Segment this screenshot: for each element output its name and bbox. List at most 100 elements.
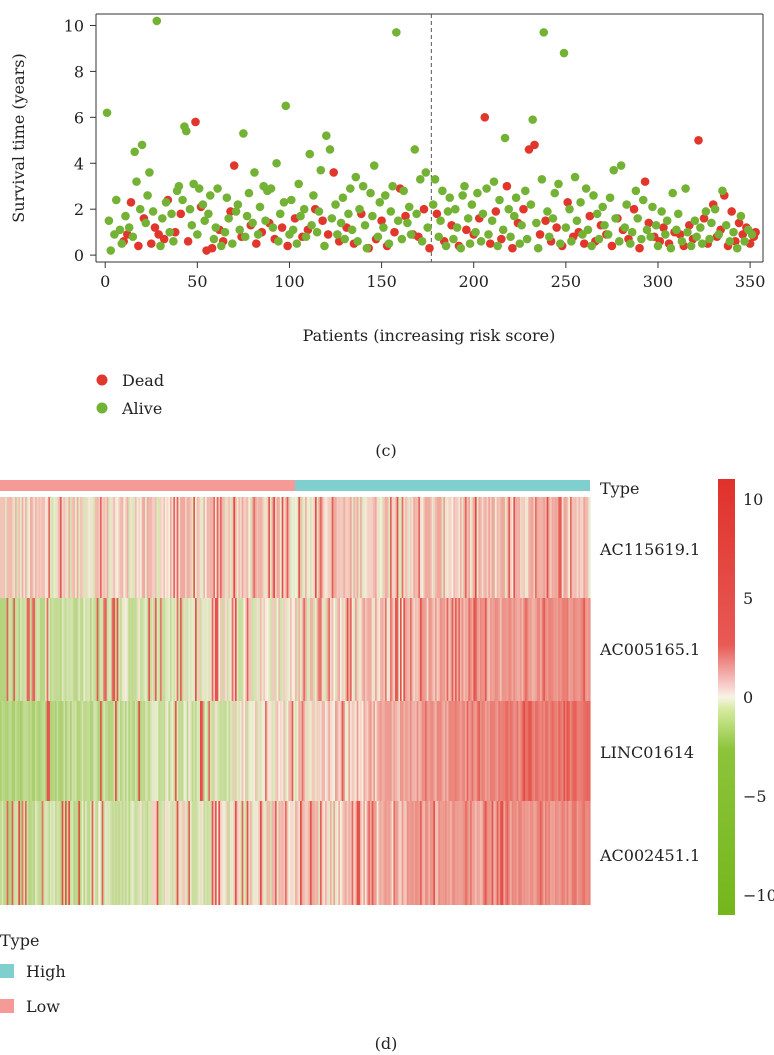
heatmap-cell <box>50 598 53 701</box>
heatmap-cell <box>75 801 78 905</box>
point-dead <box>644 218 654 228</box>
heatmap-cell <box>500 801 503 905</box>
heatmap-cell <box>240 497 243 598</box>
heatmap-cell <box>538 497 541 598</box>
point-alive <box>533 243 543 253</box>
point-alive <box>240 232 250 242</box>
heatmap-cell <box>38 701 41 801</box>
heatmap-cell <box>450 701 453 801</box>
heatmap-cell <box>585 497 588 598</box>
heatmap-cell <box>335 598 338 701</box>
heatmap-cell <box>413 801 416 905</box>
heatmap-cell <box>253 497 256 598</box>
heatmap-cell <box>153 801 156 905</box>
point-alive <box>320 241 329 251</box>
heatmap-cell <box>541 497 544 598</box>
heatmap-cell <box>543 497 546 598</box>
point-alive <box>626 239 635 248</box>
heatmap-cell <box>151 598 154 701</box>
heatmap-cell <box>468 598 471 701</box>
heatmap-cell <box>140 701 143 801</box>
heatmap-cell <box>305 598 308 701</box>
heatmap-cell <box>256 801 259 905</box>
heatmap-cell <box>428 701 431 801</box>
heatmap-cell <box>586 497 589 598</box>
heatmap-cell <box>78 801 81 905</box>
heatmap-cell <box>81 801 84 905</box>
point-alive <box>476 237 486 246</box>
heatmap-cell <box>195 701 198 801</box>
heatmap-cell <box>550 497 553 598</box>
heatmap-cell <box>378 701 381 801</box>
heatmap-cell <box>231 497 234 598</box>
heatmap-cell <box>558 801 561 905</box>
heatmap-cell <box>321 701 324 801</box>
heatmap-cell <box>363 801 366 905</box>
heatmap-cell <box>73 598 76 701</box>
heatmap-cell <box>361 701 364 801</box>
y-axis-label: Survival time (years) <box>9 53 28 223</box>
heatmap-cell <box>430 598 433 701</box>
point-alive <box>222 193 232 203</box>
heatmap-cell <box>211 497 214 598</box>
heatmap-cell <box>188 801 191 905</box>
point-alive <box>666 243 676 253</box>
point-alive <box>537 175 547 184</box>
heatmap-cell <box>100 497 103 598</box>
point-alive <box>174 181 184 191</box>
point-alive <box>331 200 340 209</box>
heatmap-cell <box>515 598 518 701</box>
heatmap-cell <box>268 701 271 801</box>
heatmap-cell <box>31 701 34 801</box>
heatmap-cell <box>301 701 304 801</box>
heatmap-cell <box>588 801 591 905</box>
heatmap-cell <box>328 701 331 801</box>
x-tick-group: 0 50 100 150 200 250 300 350 <box>100 262 765 291</box>
heatmap-cell <box>6 701 9 801</box>
heatmap-cell <box>445 701 448 801</box>
point-alive <box>194 184 204 193</box>
heatmap-cell <box>170 497 173 598</box>
heatmap-cell <box>48 598 51 701</box>
heatmap-cell <box>421 598 424 701</box>
point-dead <box>535 230 545 239</box>
point-alive <box>544 232 554 242</box>
point-alive <box>436 216 445 225</box>
point-alive <box>657 207 666 216</box>
heatmap-cell <box>433 598 436 701</box>
heatmap-cell <box>350 701 353 801</box>
heatmap-cell <box>286 801 289 905</box>
heatmap-cell <box>551 497 554 598</box>
heatmap-cell <box>441 598 444 701</box>
heatmap-cell <box>566 598 569 701</box>
point-alive <box>495 195 504 205</box>
heatmap-cell <box>415 701 418 801</box>
point-alive <box>181 126 191 136</box>
heatmap-cell <box>25 801 28 905</box>
heatmap-cell <box>80 497 83 598</box>
heatmap-cell <box>115 598 118 701</box>
heatmap-cell <box>208 497 211 598</box>
heatmap-cell <box>38 801 41 905</box>
heatmap-cell <box>351 801 354 905</box>
heatmap-cell <box>236 801 239 905</box>
heatmap-cell <box>560 701 563 801</box>
heatmap-cell <box>545 801 548 905</box>
heatmap-cell <box>431 801 434 905</box>
heatmap-cell <box>195 801 198 905</box>
heatmap-cell <box>431 598 434 701</box>
heatmap-cell <box>291 701 294 801</box>
heatmap-cell <box>60 598 63 701</box>
point-alive <box>677 237 687 246</box>
heatmap-cell <box>375 598 378 701</box>
heatmap-cell <box>40 497 43 598</box>
heatmap-cell <box>281 497 284 598</box>
heatmap-cell <box>136 801 139 905</box>
heatmap-cell <box>276 801 279 905</box>
heatmap-cell <box>500 497 503 598</box>
point-alive <box>299 204 309 214</box>
heatmap-cell <box>111 801 114 905</box>
heatmap-cell <box>528 497 531 598</box>
heatmap-cell <box>121 801 124 905</box>
point-alive <box>576 197 585 207</box>
